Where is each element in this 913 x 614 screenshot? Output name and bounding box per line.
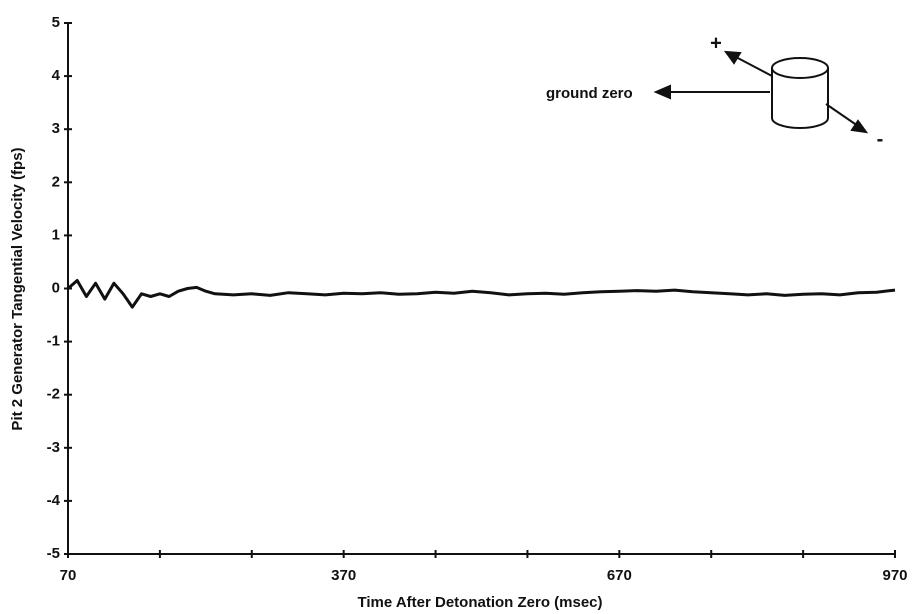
y-tick-label: 4 [52, 67, 61, 84]
annotation: ground zero [546, 85, 633, 102]
x-tick-label: 670 [607, 567, 632, 584]
y-tick-label: 3 [52, 120, 60, 137]
x-tick-label: 370 [331, 567, 356, 584]
y-tick-label: -1 [47, 333, 60, 350]
y-tick-label: 0 [52, 279, 60, 296]
data-line [67, 279, 896, 309]
y-tick-label: 2 [52, 173, 60, 190]
x-tick-label: 970 [882, 567, 907, 584]
annotation: + [710, 32, 722, 54]
y-tick-label: -3 [47, 439, 60, 456]
y-tick-label: -5 [47, 545, 60, 562]
y-tick-label: 1 [52, 226, 60, 243]
x-tick-label: 70 [60, 567, 77, 584]
x-axis-label: Time After Detonation Zero (msec) [357, 594, 602, 611]
y-axis-label: Pit 2 Generator Tangential Velocity (fps… [9, 147, 26, 430]
cylinder-diagram [653, 50, 869, 134]
annotation: - [877, 128, 884, 150]
y-tick-label: -2 [47, 386, 60, 403]
y-tick-label: -4 [47, 492, 61, 509]
y-tick-label: 5 [52, 14, 60, 31]
